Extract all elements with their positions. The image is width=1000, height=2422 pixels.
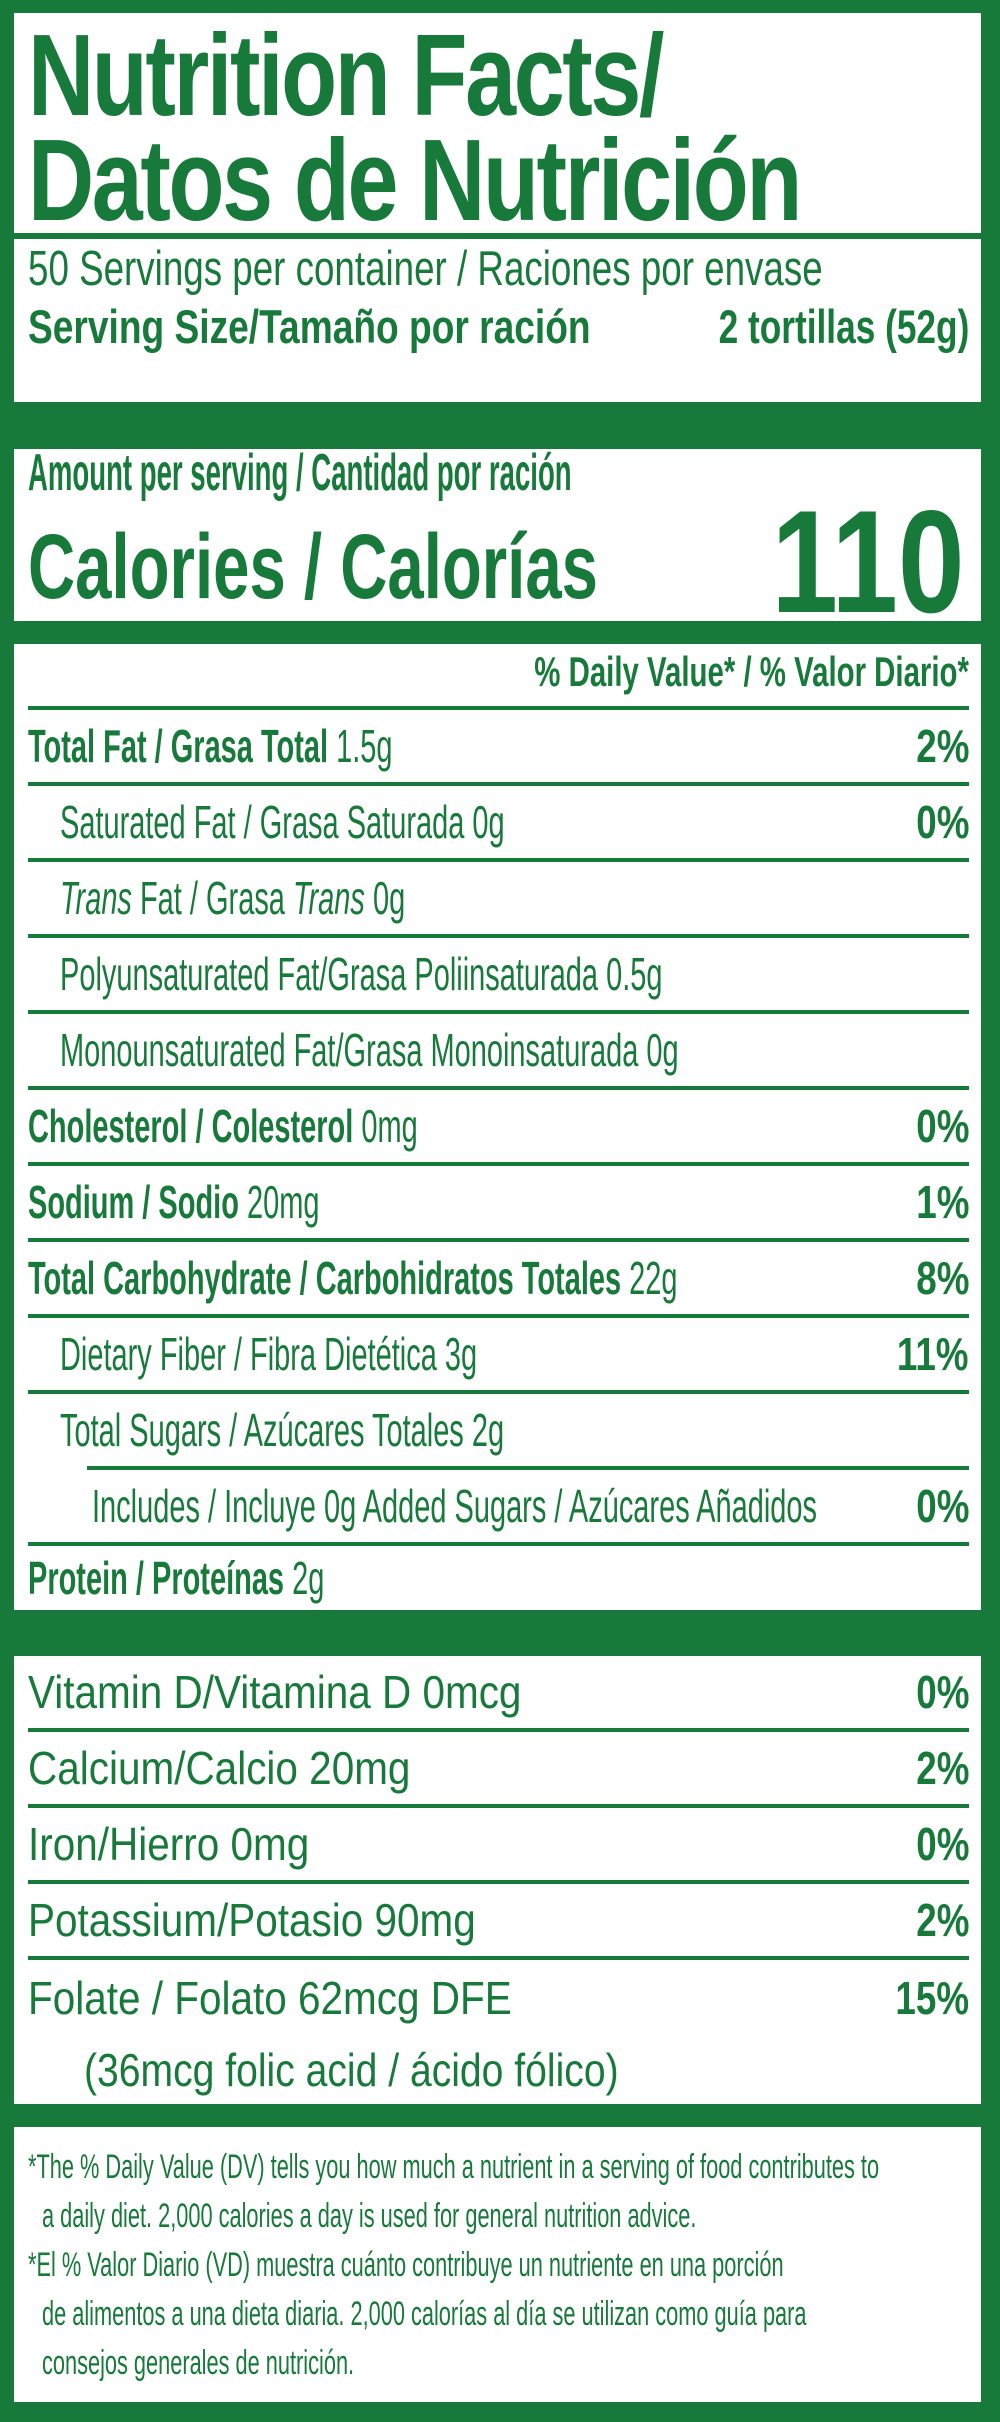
row-dietary-fiber: Dietary Fiber / Fibra Dietética 3g 11%	[28, 1318, 969, 1394]
calories-value: 110	[771, 480, 965, 643]
row-potassium: Potassium/Potasio 90mg 2%	[28, 1884, 969, 1960]
footnote-en-line2: a daily diet. 2,000 calories a day is us…	[42, 2197, 697, 2235]
calories-row: Calories / Calorías 110	[28, 480, 969, 643]
divider-bar-thick-middle	[14, 1610, 981, 1656]
row-total-fat: Total Fat / Grasa Total 1.5g 2%	[28, 710, 969, 786]
divider-bar-thick-top	[14, 402, 981, 449]
title-line-1: Nutrition Facts/	[28, 10, 969, 140]
row-total-sugars: Total Sugars / Azúcares Totales 2g	[60, 1404, 505, 1456]
row-total-carbohydrate: Total Carbohydrate / Carbohidratos Total…	[28, 1242, 969, 1318]
footnote-es-line2: de alimentos a una dieta diaria. 2,000 c…	[42, 2295, 807, 2333]
percent-cholesterol: 0%	[915, 1100, 969, 1152]
row-folate: Folate / Folato 62mcg DFE 15%	[28, 1972, 969, 2024]
divider-bar-medium-2	[14, 2104, 981, 2127]
daily-value-header: % Daily Value* / % Valor Diario*	[28, 644, 969, 710]
percent-total-carbohydrate: 8%	[915, 1252, 969, 1304]
row-trans-fat: Trans Fat / Grasa Trans 0g	[28, 862, 969, 938]
row-added-sugars: Includes / Incluye 0g Added Sugars / Azú…	[28, 1470, 969, 1546]
row-cholesterol: Cholesterol / Colesterol 0mg 0%	[28, 1090, 969, 1166]
row-iron: Iron/Hierro 0mg 0%	[28, 1808, 969, 1884]
serving-size-value: 2 tortillas (52g)	[718, 300, 969, 353]
percent-folate: 15%	[895, 1972, 969, 2024]
row-folate-sub: (36mcg folic acid / ácido fólico)	[84, 2044, 619, 2096]
percent-sodium: 1%	[915, 1176, 969, 1228]
divider-bar-medium-1	[14, 621, 981, 644]
row-sodium: Sodium / Sodio 20mg 1%	[28, 1166, 969, 1242]
footnote-en-line1: *The % Daily Value (DV) tells you how mu…	[28, 2148, 880, 2186]
percent-calcium: 2%	[915, 1742, 969, 1794]
row-saturated-fat: Saturated Fat / Grasa Saturada 0g 0%	[28, 786, 969, 862]
row-protein: Protein / Proteínas 2g	[28, 1552, 325, 1604]
footnote-es-line3: consejos generales de nutrición.	[42, 2344, 355, 2382]
row-vitamin-d: Vitamin D/Vitamina D 0mcg 0%	[28, 1656, 969, 1732]
title-block: Nutrition Facts/ Datos de Nutrición	[14, 13, 981, 239]
servings-per-container: 50 Servings per container / Raciones por…	[28, 241, 823, 296]
row-polyunsaturated-fat: Polyunsaturated Fat/Grasa Poliinsaturada…	[28, 938, 969, 1014]
percent-iron: 0%	[915, 1818, 969, 1870]
serving-size-row: Serving Size/Tamaño por ración 2 tortill…	[28, 298, 969, 360]
percent-saturated-fat: 0%	[915, 796, 969, 848]
title-text-en: Nutrition Facts/	[28, 10, 664, 140]
footnote-es-line1: *El % Valor Diario (VD) muestra cuánto c…	[28, 2246, 784, 2284]
row-monounsaturated-fat: Monounsaturated Fat/Grasa Monoinsaturada…	[28, 1014, 969, 1090]
percent-potassium: 2%	[915, 1894, 969, 1946]
amount-per-serving: Amount per serving / Cantidad por ración	[28, 444, 572, 502]
nutrition-facts-label: Nutrition Facts/ Datos de Nutrición 50 S…	[14, 13, 981, 2402]
percent-vitamin-d: 0%	[915, 1666, 969, 1718]
percent-added-sugars: 0%	[915, 1480, 969, 1532]
percent-total-fat: 2%	[915, 720, 969, 772]
serving-size-label: Serving Size/Tamaño por ración	[28, 300, 591, 353]
title-line-2: Datos de Nutrición	[28, 115, 969, 245]
row-calcium: Calcium/Calcio 20mg 2%	[28, 1732, 969, 1808]
title-text-es: Datos de Nutrición	[28, 115, 802, 245]
percent-dietary-fiber: 11%	[897, 1328, 969, 1380]
footnotes: *The % Daily Value (DV) tells you how mu…	[14, 2127, 981, 2388]
indented-rule	[87, 1466, 969, 1470]
calories-label: Calories / Calorías	[28, 516, 598, 618]
